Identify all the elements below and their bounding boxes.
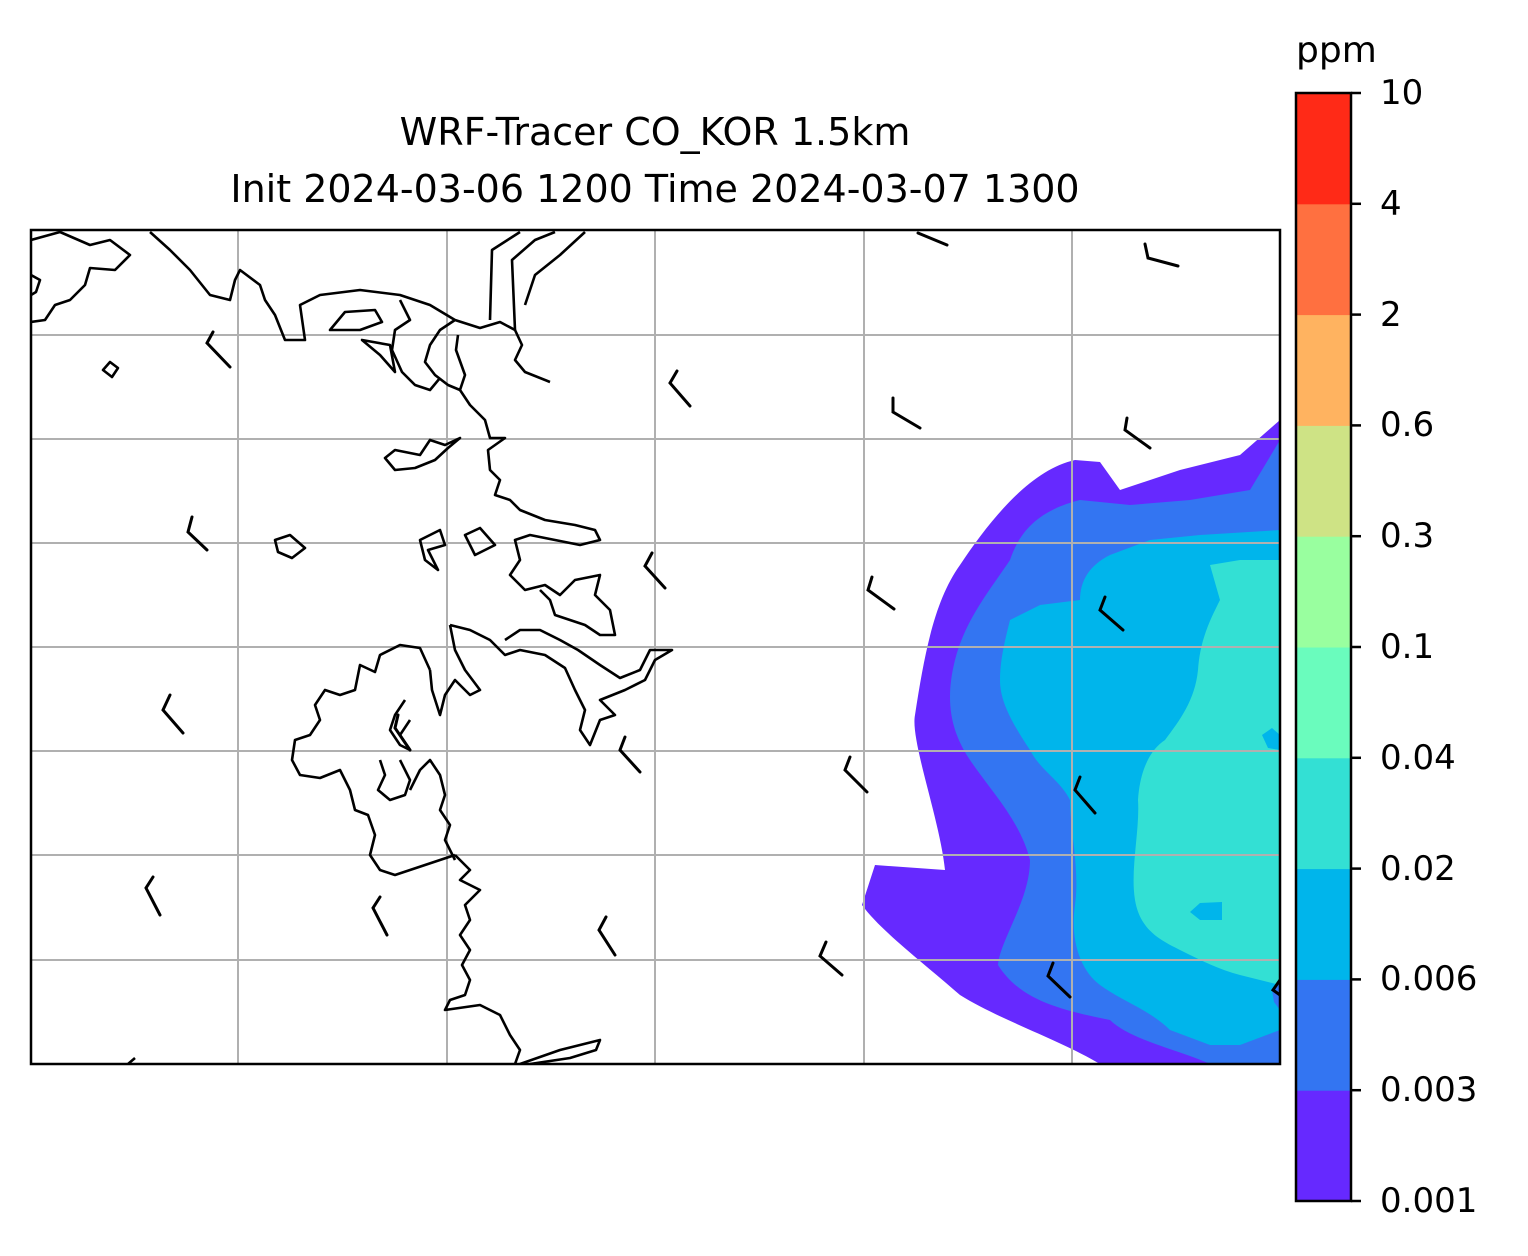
colorbar-tick-label: 0.6 bbox=[1380, 405, 1435, 446]
colorbar-tick-label: 10 bbox=[1380, 73, 1424, 113]
plume-hole-0.006 bbox=[1190, 902, 1222, 920]
colorbar-tick-label: 0.003 bbox=[1380, 1070, 1478, 1111]
colorbar-tick-label: 2 bbox=[1380, 294, 1402, 335]
figure-title-line1: WRF-Tracer CO_KOR 1.5km bbox=[399, 110, 911, 154]
colorbar-tick-label: 0.3 bbox=[1380, 516, 1435, 557]
colorbar-band bbox=[1296, 757, 1351, 870]
colorbar-band bbox=[1296, 425, 1351, 537]
gridlines bbox=[31, 230, 1280, 1064]
colorbar-band bbox=[1296, 314, 1351, 426]
colorbar-band bbox=[1296, 93, 1351, 205]
figure-title-line2: Init 2024-03-06 1200 Time 2024-03-07 130… bbox=[230, 167, 1080, 211]
colorbar-ticks bbox=[1351, 91, 1361, 1203]
map-area bbox=[31, 230, 1280, 1064]
colorbar-band bbox=[1296, 1090, 1351, 1202]
colorbar-bands bbox=[1296, 93, 1351, 1202]
colorbar-tick-label: 0.001 bbox=[1380, 1181, 1478, 1221]
plume-band-0.02 bbox=[1133, 560, 1280, 985]
plume-speck-0.006 bbox=[1262, 728, 1280, 750]
tracer-plume bbox=[862, 420, 1280, 1064]
wind-barbs bbox=[144, 231, 1280, 999]
colorbar-tick-label: 0.02 bbox=[1380, 848, 1456, 889]
colorbar-band bbox=[1296, 536, 1351, 648]
colorbar-tick-label: 0.1 bbox=[1380, 627, 1435, 667]
colorbar-tick-label: 0.04 bbox=[1380, 737, 1456, 778]
colorbar-unit-label: ppm bbox=[1296, 30, 1377, 71]
colorbar-band bbox=[1296, 203, 1351, 316]
colorbar-band bbox=[1296, 647, 1351, 759]
colorbar-band bbox=[1296, 979, 1351, 1091]
colorbar-tick-label: 0.006 bbox=[1380, 959, 1478, 1000]
colorbar-tick-label: 4 bbox=[1380, 183, 1402, 224]
map-frame bbox=[29, 228, 1282, 1066]
colorbar-band bbox=[1296, 868, 1351, 980]
